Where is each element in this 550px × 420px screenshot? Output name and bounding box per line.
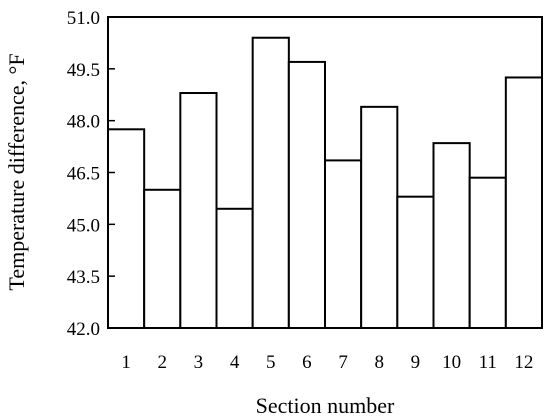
y-tick-label: 43.5 <box>67 267 100 288</box>
y-tick-label: 46.5 <box>67 164 100 185</box>
x-tick-label: 1 <box>121 352 131 373</box>
bar-section-4 <box>215 207 254 330</box>
y-axis-title: Temperature difference, °F <box>4 53 29 290</box>
x-tick-label: 8 <box>375 352 385 373</box>
bar-section-12 <box>504 76 544 329</box>
x-tick-label: 6 <box>302 352 312 373</box>
bar-section-8 <box>360 105 399 329</box>
x-tick-label: 2 <box>158 352 168 373</box>
x-axis-ticks: 1 2 3 4 5 6 7 8 9 10 11 12 <box>121 352 533 373</box>
y-tick-label: 42.0 <box>67 319 100 340</box>
x-tick-label: 4 <box>230 352 240 373</box>
x-axis-title: Section number <box>256 393 395 418</box>
bar-section-10 <box>432 142 471 329</box>
bars-group <box>107 36 544 330</box>
y-tick-label: 49.5 <box>67 60 100 81</box>
x-tick-label: 3 <box>194 352 204 373</box>
y-tick-label: 48.0 <box>67 112 100 133</box>
x-tick-label: 7 <box>338 352 348 373</box>
bar-section-5 <box>251 36 290 329</box>
bar-section-6 <box>287 60 327 330</box>
y-axis-ticks: 42.0 43.5 45.0 46.5 48.0 49.5 51.0 <box>67 8 115 340</box>
bar-section-7 <box>324 159 363 329</box>
x-tick-label: 9 <box>411 352 421 373</box>
x-tick-label: 12 <box>514 352 533 373</box>
x-tick-label: 10 <box>442 352 461 373</box>
bar-section-2 <box>143 188 182 329</box>
y-tick-label: 45.0 <box>67 215 100 236</box>
x-tick-label: 5 <box>266 352 276 373</box>
bar-section-9 <box>396 195 435 329</box>
bar-section-3 <box>179 92 218 330</box>
bar-section-11 <box>468 176 507 329</box>
bar-section-1 <box>107 128 146 329</box>
y-tick-label: 51.0 <box>67 8 100 29</box>
x-tick-label: 11 <box>479 352 497 373</box>
